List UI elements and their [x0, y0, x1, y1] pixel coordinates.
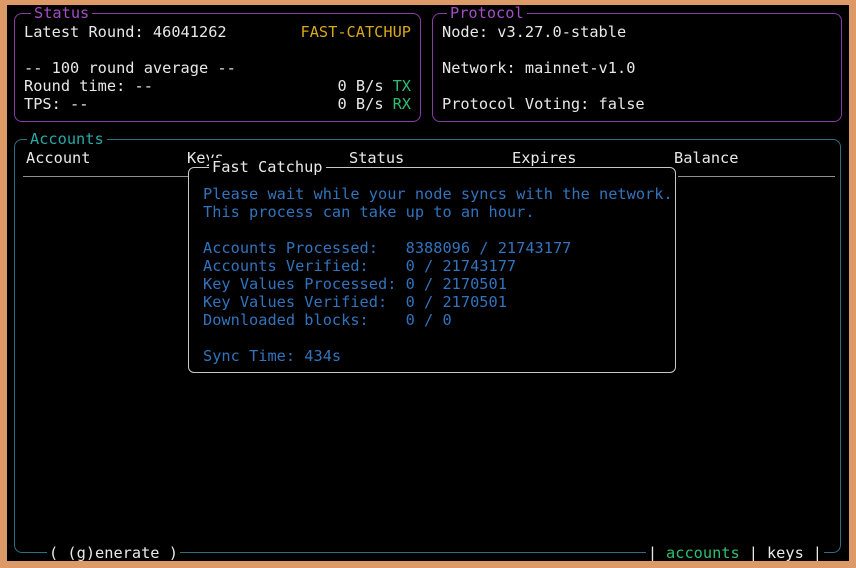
view-tab-bar: | accounts | keys |: [645, 544, 824, 562]
sync-message-line-1: Please wait while your node syncs with t…: [203, 185, 673, 203]
latest-round-text: Latest Round: 46041262: [24, 23, 227, 41]
column-header-expires: Expires: [512, 149, 577, 167]
fast-catchup-dialog-title: Fast Catchup: [209, 158, 326, 176]
key-values-processed-stat: Key Values Processed: 0 / 2170501: [203, 275, 507, 293]
column-header-balance: Balance: [674, 149, 739, 167]
fast-catchup-badge: FAST-CATCHUP: [300, 23, 411, 41]
network-text: Network: mainnet-v1.0: [442, 59, 636, 77]
blank-line: [203, 329, 675, 347]
rx-rate: 0 B/s RX: [338, 95, 411, 113]
downloaded-blocks-stat: Downloaded blocks: 0 / 0: [203, 311, 452, 329]
blank-row: [433, 41, 841, 59]
sync-message-line-2: This process can take up to an hour.: [203, 203, 535, 221]
tx-rate-value: 0 B/s: [337, 77, 384, 95]
protocol-voting-text: Protocol Voting: false: [442, 95, 645, 113]
key-values-verified-stat: Key Values Verified: 0 / 2170501: [203, 293, 507, 311]
tab-divider: |: [647, 544, 658, 562]
node-version-text: Node: v3.27.0-stable: [442, 23, 627, 41]
blank-row: [15, 41, 420, 59]
accounts-processed-stat: Accounts Processed: 8388096 / 21743177: [203, 239, 572, 257]
blank-row: [433, 77, 841, 95]
column-header-account: Account: [26, 149, 91, 167]
sync-time-stat: Sync Time: 434s: [203, 347, 342, 365]
rx-rate-label: RX: [392, 95, 411, 113]
tab-accounts[interactable]: accounts: [666, 544, 740, 562]
blank-line: [203, 221, 675, 239]
tx-rate-label: TX: [392, 77, 411, 95]
round-time-text: Round time: --: [24, 77, 153, 95]
status-panel: Status Latest Round: 46041262 FAST-CATCH…: [14, 4, 421, 122]
tx-rate: 0 B/s TX: [338, 77, 411, 95]
rx-rate-value: 0 B/s: [337, 95, 384, 113]
column-header-status: Status: [349, 149, 405, 167]
status-panel-title: Status: [31, 4, 93, 22]
tab-divider: |: [812, 544, 822, 562]
accounts-panel-title: Accounts: [27, 130, 107, 148]
tab-keys[interactable]: keys: [766, 544, 804, 562]
header-separator-left: [23, 176, 189, 177]
protocol-panel: Protocol Node: v3.27.0-stable Network: m…: [432, 4, 842, 122]
generate-button[interactable]: ( (g)enerate ): [47, 544, 180, 562]
accounts-verified-stat: Accounts Verified: 0 / 21743177: [203, 257, 517, 275]
tps-text: TPS: --: [24, 95, 89, 113]
fast-catchup-dialog: Fast Catchup Please wait while your node…: [188, 158, 676, 373]
tab-divider: |: [748, 544, 758, 562]
round-average-header: -- 100 round average --: [24, 59, 236, 77]
protocol-panel-title: Protocol: [447, 4, 527, 22]
header-separator-right: [678, 176, 835, 177]
